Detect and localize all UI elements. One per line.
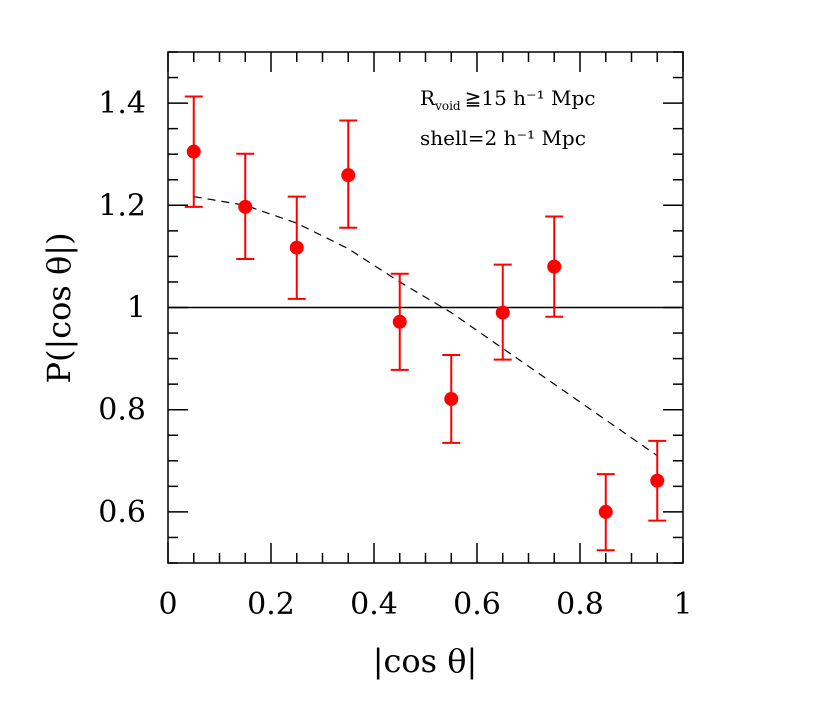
y-axis-label: P(|cos θ|) [40,232,78,383]
data-point [444,391,459,406]
y-tick-label: 0.6 [98,495,146,530]
data-point [547,259,562,274]
x-tick-label: 0.6 [453,587,501,622]
fit-line [193,196,658,457]
x-tick-label: 0.4 [350,587,398,622]
points [184,95,667,552]
x-tick-label: 0.2 [247,587,295,622]
y-tick-label: 1.4 [98,86,146,121]
annotation-radius: Rvoid ≧15 h⁻¹ Mpc [420,86,595,113]
x-tick-label: 1 [673,587,692,622]
ticks [167,51,684,564]
data-point [650,473,665,488]
annotation-shell: shell=2 h⁻¹ Mpc [420,126,586,150]
data-point [392,314,407,329]
data-point [289,240,304,255]
annotation-radius-sub: void [434,99,461,113]
y-tick-label: 1.2 [98,188,146,223]
annotation-radius-main: R [420,86,436,110]
data-point [238,199,253,214]
data-point [341,168,356,183]
x-tick-label: 0.8 [556,587,604,622]
y-tick-label: 1 [127,291,146,326]
data-point [495,305,510,320]
lines [168,196,683,457]
tick-labels: 0 0.2 0.4 0.6 0.8 1 0.6 0.8 1 1.2 1.4 [98,86,692,622]
y-tick-label: 0.8 [98,393,146,428]
data-point [598,504,613,519]
x-tick-label: 0 [158,587,177,622]
annotation-radius-rest: ≧15 h⁻¹ Mpc [465,86,596,110]
data-point [186,144,201,159]
x-axis-label: |cos θ| [373,642,478,680]
